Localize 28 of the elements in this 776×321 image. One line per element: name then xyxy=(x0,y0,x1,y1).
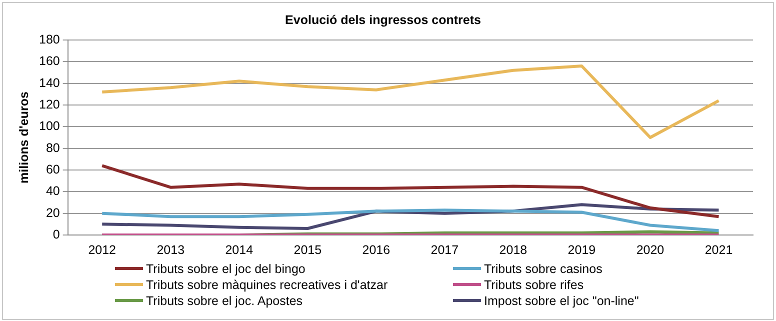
y-tick-label: 80 xyxy=(46,140,60,155)
x-tick-label: 2021 xyxy=(704,242,733,257)
y-tick-label: 40 xyxy=(46,184,60,198)
y-tick-label: 0 xyxy=(52,227,60,242)
x-tick-label: 2012 xyxy=(88,242,116,257)
x-tick-label: 2019 xyxy=(568,242,596,257)
y-tick-label: 60 xyxy=(46,162,60,176)
x-tick-label: 2020 xyxy=(636,242,664,257)
y-tick-label: 20 xyxy=(46,206,60,220)
y-tick-label: 180 xyxy=(38,32,60,46)
x-tick-label: 2016 xyxy=(362,242,390,257)
y-axis-title: milions d'euros xyxy=(16,92,31,184)
y-tick-label: 120 xyxy=(38,97,60,112)
legend-label: Impost sobre el joc "on-line" xyxy=(484,294,639,308)
legend-label: Tributs sobre el joc del bingo xyxy=(146,262,306,276)
chart-title: Evolució dels ingressos contrets xyxy=(285,12,481,27)
legend-label: Tributs sobre rifes xyxy=(484,278,584,292)
legend-label: Tributs sobre casinos xyxy=(484,262,602,276)
legend-label: Tributs sobre el joc. Apostes xyxy=(146,294,303,308)
y-tick-label: 140 xyxy=(38,76,60,90)
x-tick-label: 2014 xyxy=(225,242,254,257)
x-tick-label: 2017 xyxy=(430,242,459,257)
y-tick-label: 160 xyxy=(38,54,60,68)
x-tick-label: 2013 xyxy=(156,242,185,257)
legend-label: Tributs sobre màquines recreatives i d'atzar xyxy=(146,278,388,292)
y-tick-label: 100 xyxy=(38,119,60,134)
x-tick-label: 2015 xyxy=(294,242,322,257)
x-tick-label: 2018 xyxy=(499,242,528,257)
